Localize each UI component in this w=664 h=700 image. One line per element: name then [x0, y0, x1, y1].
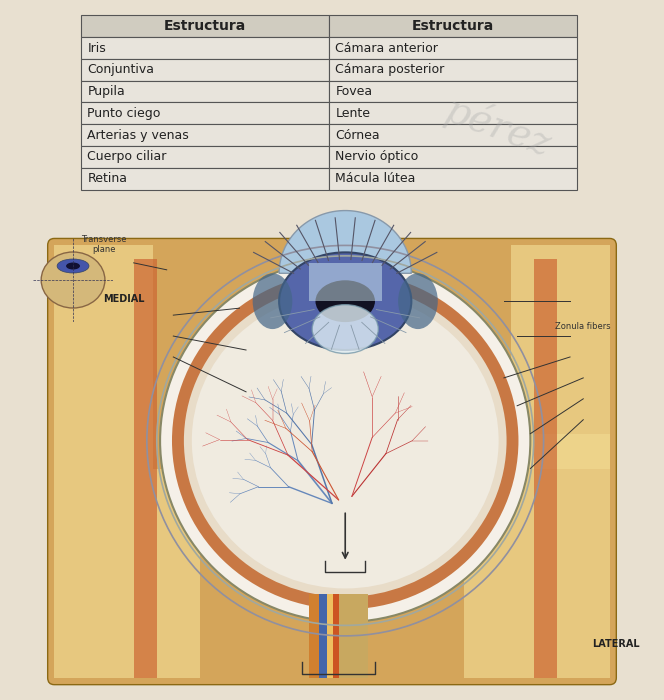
Text: Retina: Retina — [88, 172, 127, 186]
Text: Cámara posterior: Cámara posterior — [335, 63, 445, 76]
Bar — [81, 168, 329, 190]
Text: Iris: Iris — [88, 41, 106, 55]
Bar — [133, 260, 157, 678]
Bar — [464, 434, 610, 678]
Bar — [54, 246, 153, 468]
Ellipse shape — [160, 260, 531, 622]
Ellipse shape — [184, 284, 507, 597]
Ellipse shape — [41, 252, 105, 308]
Bar — [329, 59, 576, 80]
Text: Arterias y venas: Arterias y venas — [88, 129, 189, 141]
Text: Cámara anterior: Cámara anterior — [335, 41, 438, 55]
Bar — [329, 37, 576, 59]
Text: Mácula lútea: Mácula lútea — [335, 172, 416, 186]
Bar — [333, 594, 339, 678]
Bar — [511, 246, 610, 468]
Bar — [81, 102, 329, 125]
Text: Punto ciego: Punto ciego — [88, 107, 161, 120]
Bar — [81, 15, 329, 37]
Ellipse shape — [253, 273, 292, 329]
Bar — [81, 146, 329, 168]
Bar — [81, 80, 329, 102]
Text: Transverse
plane: Transverse plane — [81, 235, 127, 254]
Text: MEDIAL: MEDIAL — [103, 294, 145, 304]
Bar — [54, 468, 200, 678]
Ellipse shape — [66, 262, 80, 270]
Text: Estructura: Estructura — [412, 19, 494, 33]
Polygon shape — [279, 211, 411, 273]
Text: pérez: pérez — [439, 90, 556, 164]
Bar — [309, 594, 369, 678]
Ellipse shape — [312, 304, 378, 354]
Bar — [329, 15, 576, 37]
Ellipse shape — [57, 259, 89, 273]
Text: LATERAL: LATERAL — [592, 639, 640, 650]
Ellipse shape — [398, 273, 438, 329]
Text: Estructura: Estructura — [163, 19, 246, 33]
Text: Conjuntiva: Conjuntiva — [88, 63, 154, 76]
Text: Córnea: Córnea — [335, 129, 380, 141]
Polygon shape — [309, 262, 382, 301]
Text: Fovea: Fovea — [335, 85, 373, 98]
Bar — [534, 260, 557, 678]
Bar — [81, 37, 329, 59]
Bar — [329, 102, 576, 125]
Bar — [329, 125, 576, 146]
Text: Cuerpo ciliar: Cuerpo ciliar — [88, 150, 167, 164]
Bar — [319, 594, 327, 678]
Ellipse shape — [315, 280, 375, 322]
Bar — [329, 146, 576, 168]
Text: Lente: Lente — [335, 107, 371, 120]
Bar — [309, 594, 319, 678]
Bar — [329, 80, 576, 102]
Ellipse shape — [192, 293, 499, 589]
FancyBboxPatch shape — [48, 239, 616, 685]
Bar — [327, 594, 333, 678]
Ellipse shape — [279, 253, 411, 350]
Text: Zonula fibers: Zonula fibers — [556, 322, 611, 331]
Ellipse shape — [172, 272, 519, 610]
Bar — [81, 125, 329, 146]
Bar — [329, 168, 576, 190]
Bar — [81, 59, 329, 80]
Text: Pupila: Pupila — [88, 85, 125, 98]
Text: Nervio óptico: Nervio óptico — [335, 150, 418, 164]
